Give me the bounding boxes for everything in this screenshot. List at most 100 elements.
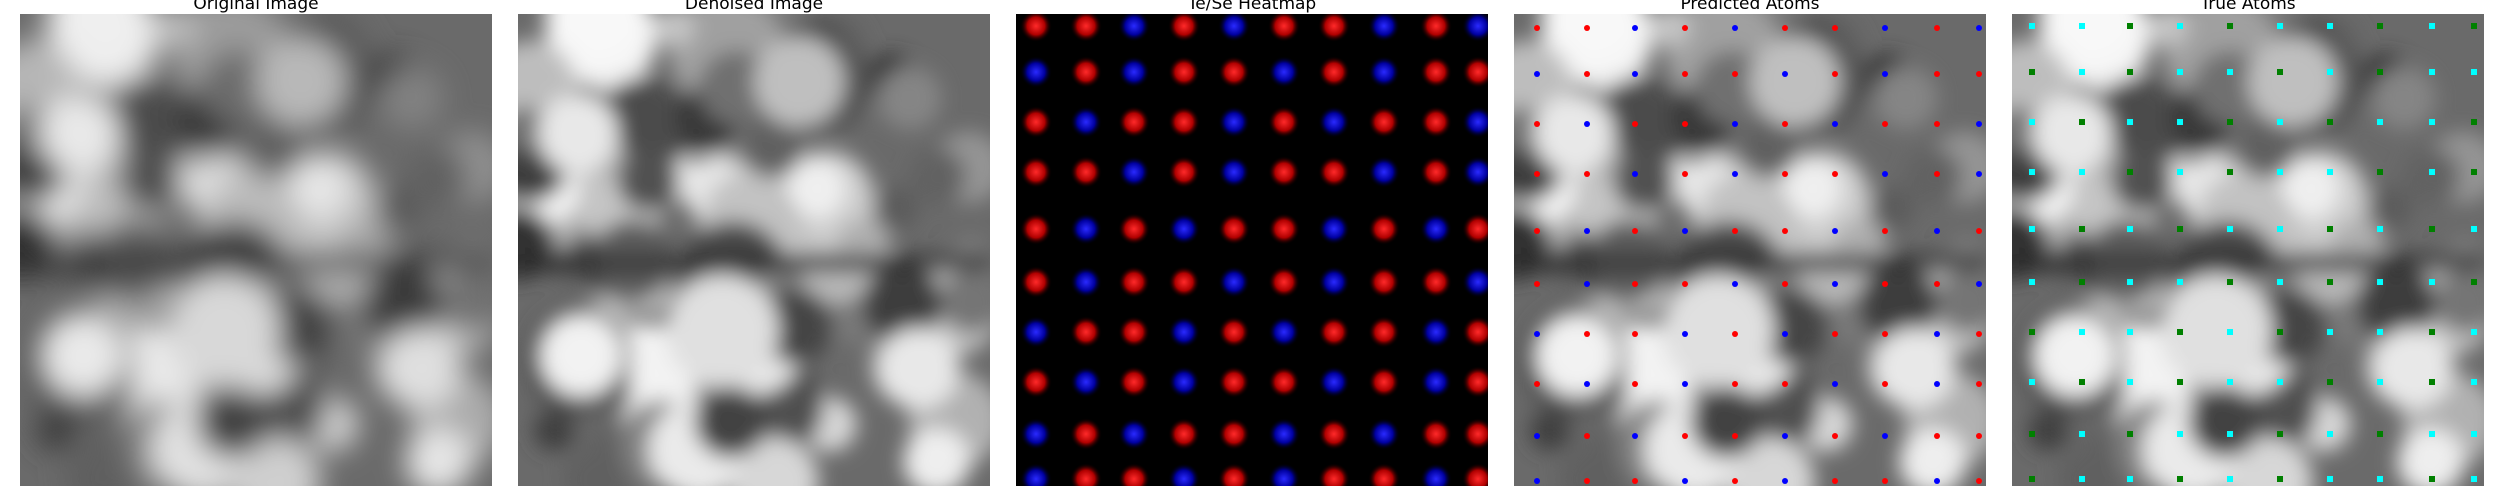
heatmap-spot-type-a (1318, 316, 1350, 348)
heatmap-spot-type-a (1318, 56, 1350, 88)
heatmap-spot-type-a (1118, 463, 1150, 486)
predicted-atom-marker (1584, 478, 1590, 484)
predicted-atom-marker (1976, 331, 1982, 337)
heatmap-spot-type-a (1020, 266, 1052, 298)
original-image (20, 14, 492, 486)
heatmap-spot-type-a (1118, 106, 1150, 138)
heatmap-spot-type-a (1168, 266, 1200, 298)
predicted-atom-marker (1632, 121, 1638, 127)
predicted-atom-marker (1682, 171, 1688, 177)
heatmap-spot-type-a (1070, 463, 1102, 486)
predicted-atom-marker (1882, 478, 1888, 484)
predicted-atom-marker (1782, 25, 1788, 31)
predicted-atom-marker (1934, 121, 1940, 127)
true-atom-marker (2227, 119, 2233, 125)
predicted-atom-marker (1976, 71, 1982, 77)
heatmap-spot-type-b (1118, 156, 1150, 188)
true-atom-marker (2127, 329, 2133, 335)
heatmap-spot-type-b (1420, 213, 1452, 245)
true-atom-marker (2471, 69, 2477, 75)
heatmap-spot-type-a (1118, 366, 1150, 398)
predicted-atom-marker (1584, 433, 1590, 439)
true-atom-marker (2127, 431, 2133, 437)
heatmap-spot-type-a (1420, 156, 1452, 188)
predicted-atom-marker (1584, 25, 1590, 31)
heatmap-spot-type-b (1218, 14, 1250, 42)
predicted-atom-marker (1632, 331, 1638, 337)
true-atom-marker (2429, 119, 2435, 125)
heatmap-spot-type-a (1020, 156, 1052, 188)
predicted-atom-marker (1976, 381, 1982, 387)
true-atom-marker (2327, 379, 2333, 385)
predicted-atom-marker (1534, 121, 1540, 127)
heatmap-spot-type-b (1318, 366, 1350, 398)
heatmap-spot-type-a (1218, 213, 1250, 245)
panel-title: Original Image (193, 0, 319, 14)
predicted-atom-marker (1584, 71, 1590, 77)
true-atom-marker (2471, 329, 2477, 335)
true-atom-marker (2429, 69, 2435, 75)
true-atom-marker (2127, 119, 2133, 125)
heatmap-spot-type-a (1318, 156, 1350, 188)
predicted-atom-marker (1682, 281, 1688, 287)
heatmap-spot-type-a (1070, 14, 1102, 42)
true-atom-marker (2227, 431, 2233, 437)
true-atom-marker (2327, 226, 2333, 232)
heatmap-spot-type-a (1218, 366, 1250, 398)
true-atom-marker (2177, 169, 2183, 175)
predicted-atom-marker (1882, 171, 1888, 177)
predicted-atom-marker (1832, 171, 1838, 177)
true-atom-marker (2277, 279, 2283, 285)
predicted-atom-marker (1934, 25, 1940, 31)
true-atom-marker (2029, 379, 2035, 385)
true-atom-marker (2227, 226, 2233, 232)
heatmap-spot-type-a (1368, 316, 1400, 348)
heatmap-spot-type-b (1020, 316, 1052, 348)
true-atom-marker (2277, 69, 2283, 75)
predicted-atom-marker (1976, 25, 1982, 31)
true-atom-marker (2277, 23, 2283, 29)
predicted-atom-marker (1832, 478, 1838, 484)
true-atom-marker (2377, 226, 2383, 232)
panel-title: Te/Se Heatmap (1187, 0, 1317, 14)
heatmap-spot-type-a (1462, 418, 1488, 450)
heatmap-spot-type-a (1462, 366, 1488, 398)
true-atom-marker (2127, 169, 2133, 175)
true-atom-marker (2377, 279, 2383, 285)
true-atom-marker (2177, 329, 2183, 335)
heatmap-spot-type-a (1420, 106, 1452, 138)
panel-title: Denoised Image (684, 0, 824, 14)
predicted-atom-marker (1682, 25, 1688, 31)
true-atom-marker (2029, 119, 2035, 125)
true-atom-marker (2227, 379, 2233, 385)
predicted-atom-marker (1934, 171, 1940, 177)
panel-title: True Atoms (2200, 0, 2296, 14)
predicted-atom-marker (1976, 478, 1982, 484)
true-atom-marker (2177, 379, 2183, 385)
predicted-atom-marker (1682, 121, 1688, 127)
true-atom-marker (2327, 431, 2333, 437)
predicted-atom-marker (1584, 381, 1590, 387)
predicted-atom-marker (1976, 281, 1982, 287)
true-atom-marker (2227, 279, 2233, 285)
heatmap-spot-type-b (1268, 463, 1300, 486)
predicted-atom-marker (1632, 433, 1638, 439)
heatmap-spot-type-b (1420, 463, 1452, 486)
true-atom-marker (2429, 279, 2435, 285)
predicted-atom-marker (1832, 331, 1838, 337)
heatmap-spot-type-a (1218, 56, 1250, 88)
true-atom-marker (2377, 476, 2383, 482)
true-atom-marker (2327, 23, 2333, 29)
heatmap-spot-type-b (1020, 56, 1052, 88)
predicted-atom-marker (1682, 331, 1688, 337)
true-atom-marker (2079, 329, 2085, 335)
true-atom-marker (2127, 69, 2133, 75)
true-atom-marker (2327, 69, 2333, 75)
true-atom-marker (2177, 226, 2183, 232)
predicted-atom-marker (1732, 281, 1738, 287)
heatmap-spot-type-a (1368, 463, 1400, 486)
heatmap-spot-type-a (1118, 213, 1150, 245)
predicted-atom-marker (1934, 381, 1940, 387)
heatmap-spot-type-a (1168, 56, 1200, 88)
heatmap-spot-type-b (1318, 213, 1350, 245)
